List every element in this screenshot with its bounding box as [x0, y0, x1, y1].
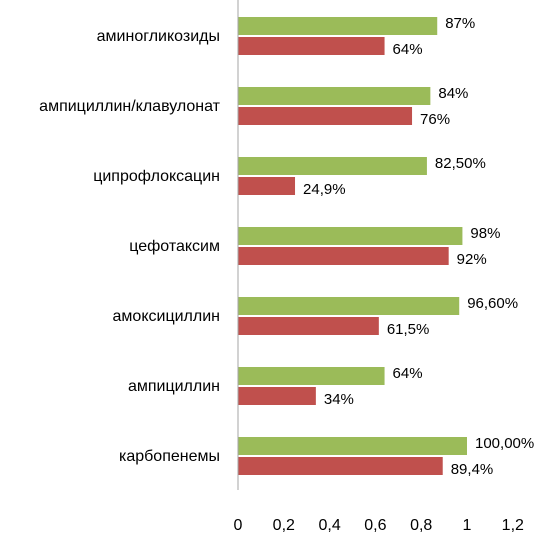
bar-red	[238, 107, 413, 125]
category-label: аминогликозиды	[97, 28, 220, 45]
bar-green	[238, 367, 385, 385]
data-label: 76%	[420, 111, 450, 128]
bar-red	[238, 177, 296, 195]
bar-red	[238, 457, 443, 475]
category-label: карбопенемы	[119, 448, 220, 465]
category-label: ампициллин/клавулонат	[39, 98, 221, 115]
bar-green	[238, 227, 463, 245]
bar-green	[238, 17, 438, 35]
bar-green	[238, 297, 460, 315]
x-axis-ticks: 0 0,2 0,4 0,6 0,8 1 1,2	[234, 517, 524, 534]
bar-green	[238, 437, 467, 455]
x-tick-label: 0	[234, 517, 243, 534]
data-label: 92%	[457, 251, 487, 268]
bar-red	[238, 37, 385, 55]
bar-green	[238, 87, 431, 105]
data-label: 61,5%	[387, 321, 430, 338]
data-label: 96,60%	[467, 295, 518, 312]
data-label: 64%	[393, 41, 423, 58]
bar-red	[238, 317, 379, 335]
data-label: 87%	[445, 15, 475, 32]
x-tick-label: 0,4	[318, 517, 340, 534]
category-label: ампициллин	[128, 378, 220, 395]
category-label: ципрофлоксацин	[93, 168, 220, 185]
labels-group: аминогликозиды 87% 64% ампициллин/клавулона…	[39, 15, 534, 478]
bar-green	[238, 157, 427, 175]
category-label: цефотаксим	[129, 238, 220, 255]
x-tick-label: 1,2	[502, 517, 524, 534]
data-label: 98%	[470, 225, 500, 242]
bar-red	[238, 387, 316, 405]
x-tick-label: 1	[463, 517, 472, 534]
data-label: 82,50%	[435, 155, 486, 172]
data-label: 34%	[324, 391, 354, 408]
data-label: 89,4%	[451, 461, 494, 478]
data-label: 100,00%	[475, 435, 534, 452]
bars-group	[238, 17, 467, 475]
data-label: 64%	[393, 365, 423, 382]
data-label: 84%	[438, 85, 468, 102]
data-label: 24,9%	[303, 181, 346, 198]
x-tick-label: 0,2	[273, 517, 295, 534]
bar-red	[238, 247, 449, 265]
category-label: амоксициллин	[113, 308, 220, 325]
x-tick-label: 0,6	[364, 517, 386, 534]
x-tick-label: 0,8	[410, 517, 432, 534]
